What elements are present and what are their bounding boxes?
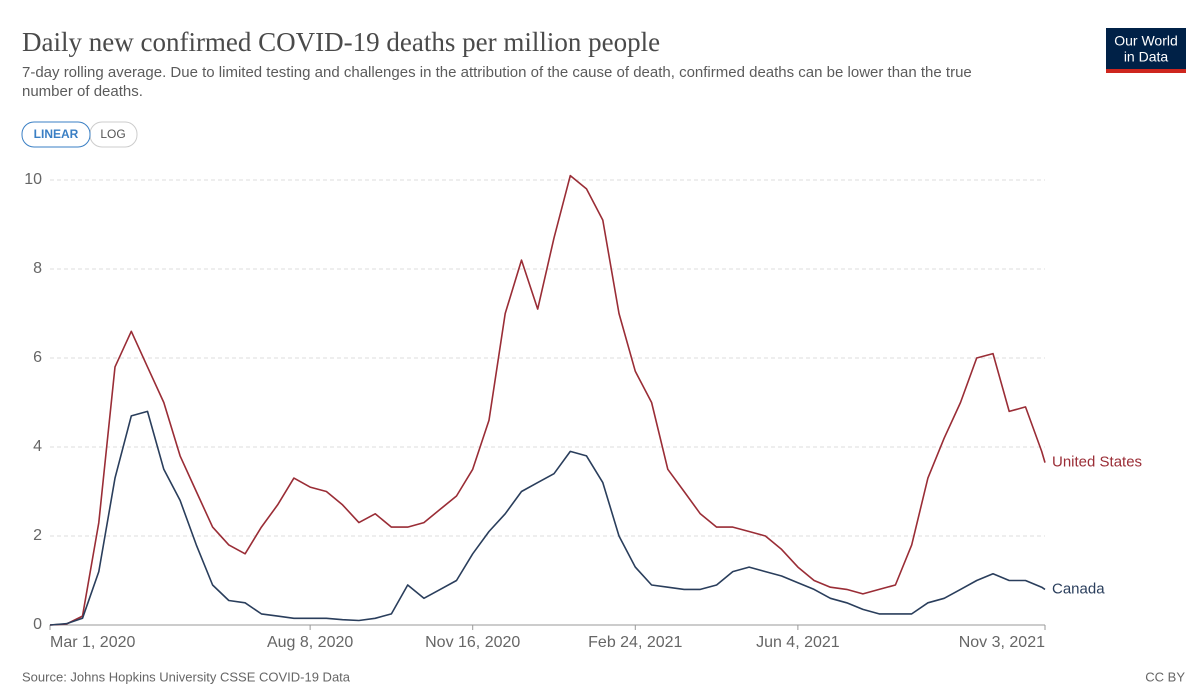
x-tick-label: Nov 3, 2021 [959, 634, 1045, 651]
series-label: United States [1052, 454, 1142, 471]
y-tick-label: 10 [24, 171, 42, 188]
y-tick-label: 4 [33, 438, 42, 455]
logo[interactable] [1106, 28, 1186, 73]
license: CC BY [1145, 669, 1185, 684]
y-tick-label: 6 [33, 349, 42, 366]
linear-button[interactable] [21, 121, 91, 148]
series-label: Canada [1052, 580, 1105, 597]
y-tick-label: 8 [33, 260, 42, 277]
line-series [49, 410, 1046, 626]
x-tick-label: Feb 24, 2021 [588, 634, 682, 651]
x-tick-label: Jun 4, 2021 [756, 634, 840, 651]
source: Source: Johns Hopkins University CSSE CO… [22, 669, 351, 684]
line-series [49, 174, 1046, 626]
button-label[interactable]: LINEAR [34, 127, 79, 141]
logo-text: Our World [1114, 33, 1178, 49]
y-tick-label: 2 [33, 527, 42, 544]
logo-bar [1106, 69, 1186, 73]
x-tick-label: Nov 16, 2020 [425, 634, 520, 651]
subtitle: number of deaths. [22, 83, 143, 100]
y-tick-label: 0 [33, 616, 42, 633]
x-tick-label: Aug 8, 2020 [267, 634, 353, 651]
subtitle: 7-day rolling average. Due to limited te… [22, 64, 972, 81]
chart-title: Daily new confirmed COVID-19 deaths per … [22, 27, 660, 57]
x-tick-label: Mar 1, 2020 [50, 634, 135, 651]
logo-text: in Data [1124, 49, 1169, 65]
button-label[interactable]: LOG [100, 127, 125, 141]
